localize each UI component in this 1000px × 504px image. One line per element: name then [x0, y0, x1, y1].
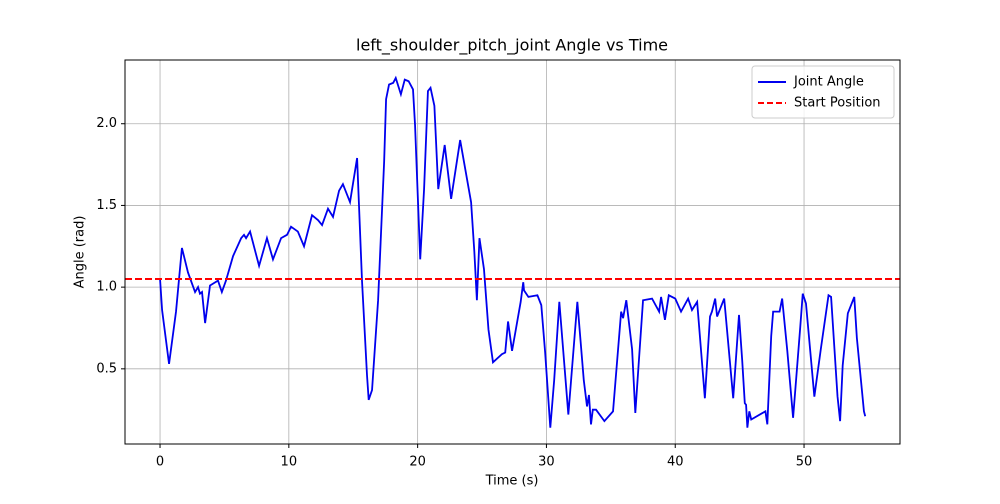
x-tick-label: 30 — [538, 455, 555, 470]
x-tick-label: 50 — [796, 455, 813, 470]
axes-frame — [124, 59, 901, 445]
chart-title: left_shoulder_pitch_joint Angle vs Time — [356, 36, 668, 56]
legend-box — [751, 65, 895, 119]
y-axis-label: Angle (rad) — [73, 216, 88, 289]
x-tick-label: 40 — [667, 455, 684, 470]
legend-label: Joint Angle — [793, 75, 864, 90]
y-tick-label: 0.5 — [96, 361, 117, 376]
x-axis-label: Time (s) — [485, 474, 539, 489]
y-tick-label: 1.0 — [96, 280, 117, 295]
x-tick-label: 0 — [156, 455, 164, 470]
x-tick-label: 10 — [281, 455, 298, 470]
data-line — [159, 75, 867, 428]
legend-label: Start Position — [794, 96, 881, 111]
y-tick-label: 2.0 — [96, 116, 117, 131]
y-tick-label: 1.5 — [96, 198, 117, 213]
x-tick-label: 20 — [409, 455, 426, 470]
